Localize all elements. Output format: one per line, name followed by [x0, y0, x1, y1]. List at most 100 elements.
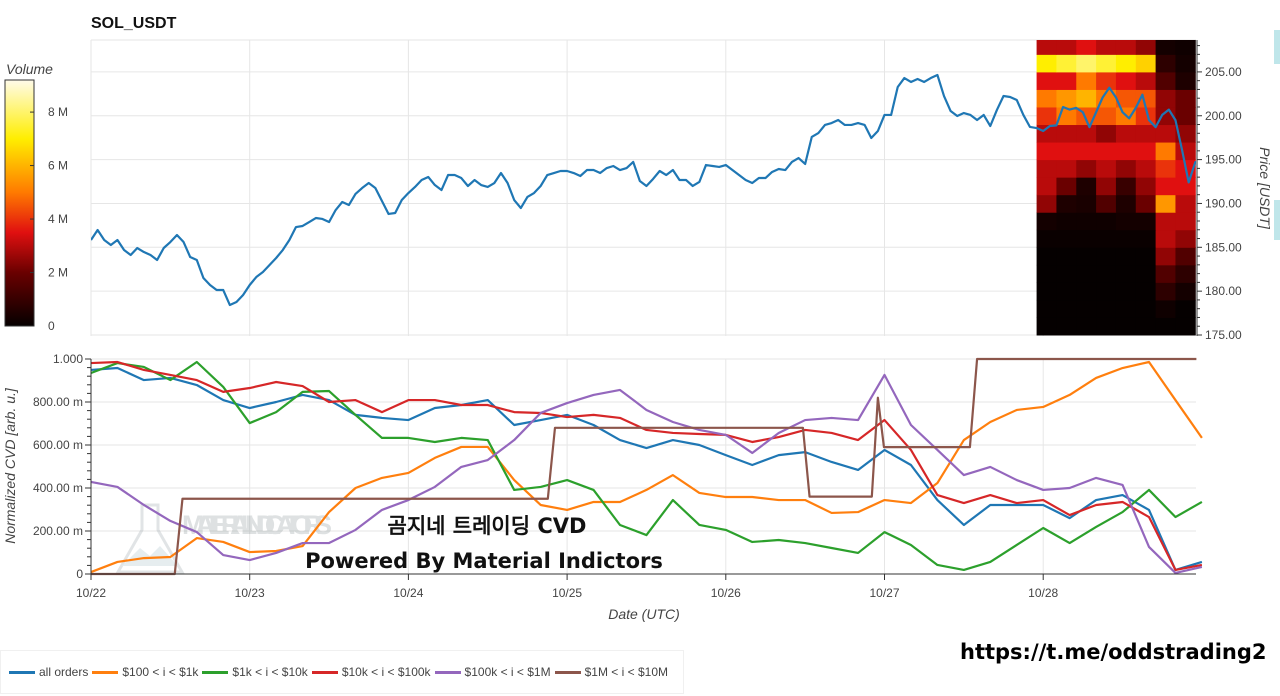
date-tick-label: 10/28 [1028, 586, 1058, 600]
heatmap-cell [1155, 229, 1176, 248]
heatmap-cell [1096, 142, 1117, 161]
heatmap-cell [1056, 317, 1077, 336]
heatmap-cell [1036, 299, 1057, 318]
heatmap-cell [1076, 282, 1097, 301]
heatmap-cell [1135, 194, 1157, 213]
heatmap-cell [1135, 299, 1157, 318]
heatmap-cell [1076, 317, 1097, 336]
mountain-icon [122, 546, 178, 566]
price-tick-label: 175.00 [1205, 328, 1242, 342]
heatmap-cell [1115, 247, 1137, 266]
heatmap-cell [1096, 40, 1117, 55]
heatmap-cell [1076, 142, 1097, 161]
heatmap-cell [1115, 89, 1137, 108]
heatmap-cell [1056, 177, 1077, 196]
heatmap-cell [1056, 229, 1077, 248]
legend-item[interactable]: $100k < i < $1M [434, 665, 551, 679]
cvd-line-3 [90, 360, 1203, 572]
heatmap-cell [1175, 299, 1196, 318]
legend-swatch [9, 670, 35, 674]
heatmap-cell [1076, 40, 1097, 55]
heatmap-cell [1175, 40, 1196, 55]
heatmap-cell [1076, 124, 1097, 143]
heatmap-cell [1135, 142, 1157, 161]
legend-label: $1M < i < $10M [584, 665, 668, 679]
heatmap-cell [1076, 177, 1097, 196]
heatmap-cell [1096, 159, 1117, 178]
heatmap-cell [1036, 229, 1057, 248]
heatmap-cell [1076, 299, 1097, 318]
legend-item[interactable]: $1M < i < $10M [554, 665, 668, 679]
heatmap-cell [1115, 71, 1137, 90]
heatmap-cell [1096, 229, 1117, 248]
legend: all orders $100 < i < $1k $1k < i < $10k $1… [0, 650, 684, 694]
cvd-axis-title: Normalized CVD [arb. u.] [2, 387, 18, 544]
watermark-subtitle: Powered By Material Indictors [305, 549, 663, 573]
heatmap-cell [1115, 54, 1137, 73]
heatmap-cell [1155, 89, 1176, 108]
price-tick-label: 205.00 [1205, 65, 1242, 79]
legend-label: all orders [39, 665, 89, 679]
heatmap-cell [1036, 194, 1057, 213]
heatmap-cell [1175, 247, 1196, 266]
heatmap-cell [1036, 106, 1057, 126]
heatmap-cell [1175, 177, 1196, 196]
legend-item[interactable]: $10k < i < $100k [311, 665, 431, 679]
heatmap-cell [1056, 89, 1077, 108]
heatmap-cell [1155, 299, 1176, 318]
legend-swatch [202, 670, 229, 674]
legend-item[interactable]: all orders [9, 665, 88, 679]
cvd-tick-label: 1.000 [53, 352, 83, 366]
heatmap-cell [1056, 247, 1077, 266]
colorbar-title: Volume [6, 61, 53, 77]
heatmap-cell [1036, 177, 1057, 196]
gridlines [90, 39, 1196, 575]
legend-item[interactable]: $1k < i < $10k [202, 665, 308, 679]
heatmap-cell [1096, 317, 1117, 336]
colorbar-tick-label: 6 M [48, 159, 68, 173]
volume-heatmap [1036, 40, 1196, 336]
heatmap-cell [1036, 282, 1057, 301]
heatmap-cell [1135, 106, 1157, 126]
heatmap-cell [1056, 71, 1077, 90]
legend-item[interactable]: $100 < i < $1k [92, 665, 198, 679]
price-tick-label: 200.00 [1205, 109, 1242, 123]
date-tick-label: 10/25 [552, 586, 582, 600]
heatmap-cell [1155, 177, 1176, 196]
chart-title: SOL_USDT [91, 15, 177, 32]
heatmap-cell [1076, 264, 1097, 283]
price-tick-label: 190.00 [1205, 196, 1242, 210]
price-line [91, 73, 1196, 307]
heatmap-cell [1175, 89, 1196, 108]
heatmap-cell [1135, 54, 1157, 73]
heatmap-cell [1096, 299, 1117, 318]
heatmap-cell [1135, 282, 1157, 301]
heatmap-cell [1056, 264, 1077, 283]
volume-colorbar [4, 79, 35, 327]
heatmap-cell [1056, 54, 1077, 73]
heatmap-cell [1175, 264, 1196, 283]
heatmap-cell [1056, 282, 1077, 301]
telegram-link[interactable]: https://t.me/oddstrading2 [960, 640, 1267, 664]
price-tick-label: 195.00 [1205, 153, 1242, 167]
price-tick-label: 185.00 [1205, 240, 1242, 254]
colorbar-tick-label: 2 M [48, 266, 68, 280]
price-tick-label: 180.00 [1205, 284, 1242, 298]
heatmap-cell [1056, 142, 1077, 161]
series-lines [90, 73, 1203, 576]
heatmap-cell [1076, 54, 1097, 73]
heatmap-cell [1115, 194, 1137, 213]
date-tick-label: 10/27 [869, 586, 899, 600]
legend-label: $10k < i < $100k [341, 665, 431, 679]
heatmap-cell [1115, 317, 1137, 336]
legend-label: $100k < i < $1M [464, 665, 551, 679]
heatmap-cell [1115, 159, 1137, 178]
heatmap-cell [1036, 317, 1057, 336]
heatmap-cell [1036, 71, 1057, 90]
cvd-line-0 [90, 366, 1203, 572]
heatmap-cell [1155, 247, 1176, 266]
heatmap-cell [1155, 124, 1176, 143]
heatmap-cell [1096, 264, 1117, 283]
heatmap-cell [1096, 177, 1117, 196]
heatmap-cell [1115, 40, 1137, 55]
